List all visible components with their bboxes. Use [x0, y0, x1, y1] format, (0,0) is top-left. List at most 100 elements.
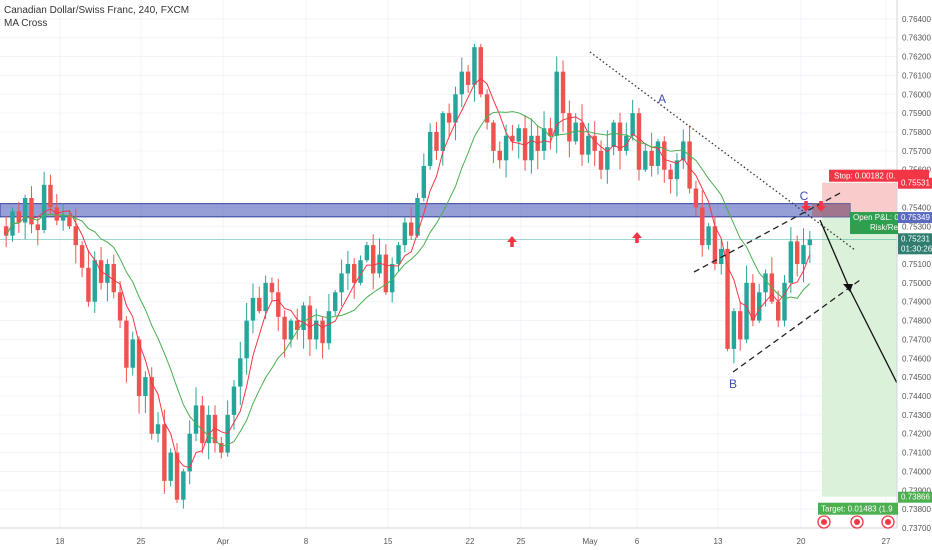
x-tick-label: 20 [797, 537, 806, 546]
candle-body [560, 71, 566, 114]
candle-body [408, 222, 414, 236]
candle-body [244, 320, 249, 359]
y-tick-label: 0.76200 [902, 53, 931, 62]
candles [3, 43, 813, 509]
candle [725, 241, 730, 352]
candle-body [60, 214, 66, 221]
candle-body [257, 297, 262, 312]
candle-body [282, 316, 287, 340]
candle-body [351, 264, 357, 283]
y-tick-label: 0.74600 [902, 354, 931, 363]
y-tick-label: 0.75700 [902, 147, 931, 156]
candle-body [738, 311, 743, 340]
risk-reward-label: Risk/Re [870, 223, 899, 232]
candle [149, 367, 154, 440]
candle-body [592, 135, 597, 151]
candle [136, 336, 142, 414]
candle-body [655, 141, 661, 166]
candle-body [35, 224, 41, 231]
candle-body [700, 207, 705, 246]
candle [263, 275, 268, 320]
candle [756, 283, 762, 323]
candle [522, 115, 528, 171]
target-tag [818, 502, 898, 515]
y-tick-label: 0.74100 [902, 449, 931, 458]
candle [402, 216, 408, 253]
candle-body [567, 113, 572, 142]
event-marker-icon [817, 515, 831, 529]
candle-body [105, 264, 110, 283]
candle-body [143, 377, 148, 396]
pnl-label: Open P&L: 0 [853, 213, 899, 222]
y-tick-label: 0.76000 [902, 90, 931, 99]
candle [453, 86, 458, 141]
candle [794, 235, 800, 277]
candle [491, 120, 496, 163]
x-tick-label: Apr [217, 537, 230, 546]
channel-upper-line [693, 191, 843, 273]
x-tick-label: 22 [466, 537, 475, 546]
candle-body [307, 305, 313, 340]
candle-body [54, 207, 60, 221]
candle-body [383, 254, 389, 293]
x-tick-label: 8 [304, 537, 309, 546]
y-tick-label: 0.74800 [902, 317, 931, 326]
stop-price-tag [898, 177, 932, 189]
candle-body [333, 292, 338, 312]
candle [554, 56, 559, 154]
candle [162, 409, 167, 494]
candle [67, 210, 72, 230]
y-tick-label: 0.76300 [902, 34, 931, 43]
candle [111, 254, 116, 299]
candle-body [794, 241, 800, 264]
candle-body [605, 147, 610, 170]
x-tick-label: 6 [635, 537, 640, 546]
candle-body [472, 47, 477, 85]
candle-body [731, 311, 737, 349]
candle-body [522, 128, 528, 161]
candle [573, 113, 578, 145]
candle-body [92, 260, 97, 302]
y-tick-label: 0.76100 [902, 71, 931, 80]
candle [320, 316, 325, 359]
x-tick-label: 15 [384, 537, 393, 546]
candle [29, 186, 34, 234]
candle-body [719, 248, 724, 264]
candle [181, 468, 186, 509]
candle-body [364, 245, 370, 261]
candle-body [801, 245, 806, 264]
candle [693, 180, 699, 217]
candle-body [402, 222, 408, 246]
candle [782, 275, 787, 327]
candle [655, 138, 661, 175]
y-tick-label: 0.73700 [902, 524, 931, 533]
candle-body [219, 443, 224, 453]
candle [35, 217, 41, 246]
candle-body [744, 282, 749, 340]
candle-body [187, 433, 192, 472]
candle [288, 318, 294, 348]
candle-body [155, 424, 161, 434]
candle [345, 250, 351, 291]
candle-body [548, 128, 553, 136]
candle [624, 122, 629, 156]
time-axis: 18 25 Apr 8 15 22 25 May 6 13 20 27 [0, 527, 897, 546]
candle [282, 310, 287, 358]
candle [446, 103, 452, 137]
candle-body [339, 273, 344, 293]
y-tick-label: 0.76400 [902, 15, 931, 24]
candle [16, 201, 22, 233]
candle-body [484, 94, 490, 123]
candle-body [111, 264, 116, 293]
candle-body [136, 339, 142, 396]
event-marker-icon [850, 515, 864, 529]
event-marker-icon [881, 515, 895, 529]
candle-body [541, 128, 547, 151]
entry-price-tag [898, 212, 932, 224]
current-price-tag [898, 233, 932, 255]
candle [307, 295, 313, 357]
candle [738, 301, 743, 351]
symbol-title: Canadian Dollar/Swiss Franc, 240, FXCM [4, 5, 190, 16]
candle-body [67, 214, 72, 227]
